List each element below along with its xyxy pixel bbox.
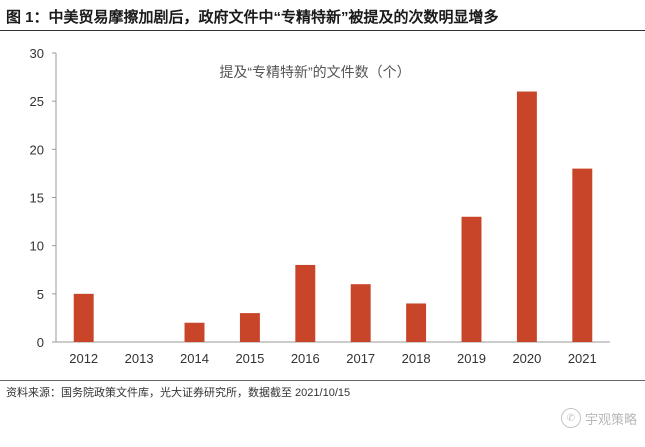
x-tick-label: 2018 — [402, 351, 431, 366]
y-tick-label: 10 — [30, 239, 44, 254]
x-tick-label: 2014 — [180, 351, 209, 366]
x-tick-label: 2020 — [512, 351, 541, 366]
bar-2016 — [295, 264, 316, 342]
x-tick-label: 2012 — [69, 351, 98, 366]
bottom-rule — [0, 380, 645, 381]
chart-title: 提及“专精特新”的文件数（个） — [219, 64, 410, 80]
y-tick-label: 0 — [37, 335, 44, 350]
y-tick-label: 25 — [30, 94, 44, 109]
y-axis: 0 5 10 15 20 25 30 — [30, 46, 57, 350]
x-axis: 2012 2013 2014 2015 2016 2017 2018 2019 2020 2021 — [56, 341, 610, 366]
y-tick-label: 15 — [30, 191, 44, 206]
bar-2018 — [406, 303, 427, 342]
x-tick-label: 2019 — [457, 351, 486, 366]
bars — [73, 91, 593, 343]
y-tick-label: 5 — [37, 287, 44, 302]
bar-2019 — [461, 216, 482, 342]
y-tick-label: 30 — [30, 46, 44, 61]
watermark-text: 宇观策略 — [584, 411, 637, 427]
y-tick-label: 20 — [30, 142, 44, 157]
x-tick-label: 2013 — [125, 351, 154, 366]
x-tick-label: 2015 — [235, 351, 264, 366]
x-tick-label: 2016 — [291, 351, 320, 366]
watermark: ✆ 宇观策略 — [560, 408, 637, 428]
figure-title: 图 1：中美贸易摩擦加剧后，政府文件中“专精特新”被提及的次数明显增多 — [6, 9, 499, 26]
x-tick-label: 2021 — [568, 351, 597, 366]
x-tick-label: 2017 — [346, 351, 375, 366]
bar-2015 — [239, 313, 260, 342]
top-rule — [0, 30, 645, 31]
bar-2021 — [572, 168, 593, 342]
wechat-icon: ✆ — [560, 408, 581, 428]
bar-2014 — [184, 322, 205, 342]
source-note: 资料来源：国务院政策文件库，光大证券研究所，数据截至 2021/10/15 — [6, 387, 351, 399]
bar-2012 — [73, 293, 94, 342]
bar-2020 — [516, 91, 537, 343]
bar-2017 — [350, 284, 371, 342]
